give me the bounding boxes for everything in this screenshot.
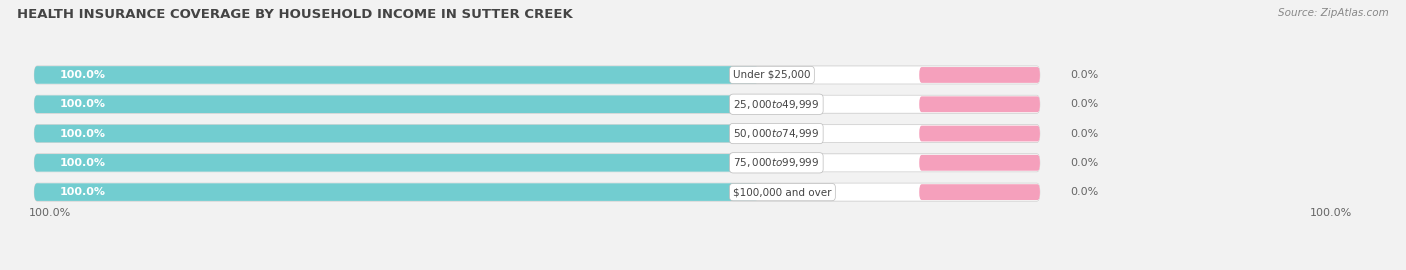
Text: 100.0%: 100.0% [30,208,72,218]
FancyBboxPatch shape [37,96,1040,113]
FancyBboxPatch shape [37,125,1040,142]
FancyBboxPatch shape [920,155,1040,171]
Text: $25,000 to $49,999: $25,000 to $49,999 [733,98,820,111]
Text: 0.0%: 0.0% [1070,187,1098,197]
FancyBboxPatch shape [34,154,758,172]
Text: 100.0%: 100.0% [59,70,105,80]
Text: 100.0%: 100.0% [59,99,105,109]
Text: 100.0%: 100.0% [1309,208,1351,218]
FancyBboxPatch shape [920,67,1040,83]
Text: 0.0%: 0.0% [1070,129,1098,139]
FancyBboxPatch shape [34,95,1040,113]
Text: 100.0%: 100.0% [59,129,105,139]
Text: Under $25,000: Under $25,000 [733,70,811,80]
FancyBboxPatch shape [34,96,758,113]
Text: $75,000 to $99,999: $75,000 to $99,999 [733,156,820,169]
Text: $100,000 and over: $100,000 and over [733,187,832,197]
FancyBboxPatch shape [34,124,1040,143]
FancyBboxPatch shape [34,183,758,201]
Text: HEALTH INSURANCE COVERAGE BY HOUSEHOLD INCOME IN SUTTER CREEK: HEALTH INSURANCE COVERAGE BY HOUSEHOLD I… [17,8,572,21]
FancyBboxPatch shape [920,96,1040,112]
FancyBboxPatch shape [37,66,1040,83]
Text: 0.0%: 0.0% [1070,158,1098,168]
Text: 0.0%: 0.0% [1070,70,1098,80]
FancyBboxPatch shape [920,184,1040,200]
Text: $50,000 to $74,999: $50,000 to $74,999 [733,127,820,140]
FancyBboxPatch shape [34,66,758,84]
FancyBboxPatch shape [34,66,1040,84]
FancyBboxPatch shape [37,154,1040,171]
FancyBboxPatch shape [37,184,1040,201]
Text: 0.0%: 0.0% [1070,99,1098,109]
Text: 100.0%: 100.0% [59,187,105,197]
FancyBboxPatch shape [34,183,1040,201]
Text: Source: ZipAtlas.com: Source: ZipAtlas.com [1278,8,1389,18]
FancyBboxPatch shape [34,125,758,142]
FancyBboxPatch shape [34,154,1040,172]
Text: 100.0%: 100.0% [59,158,105,168]
FancyBboxPatch shape [920,126,1040,141]
